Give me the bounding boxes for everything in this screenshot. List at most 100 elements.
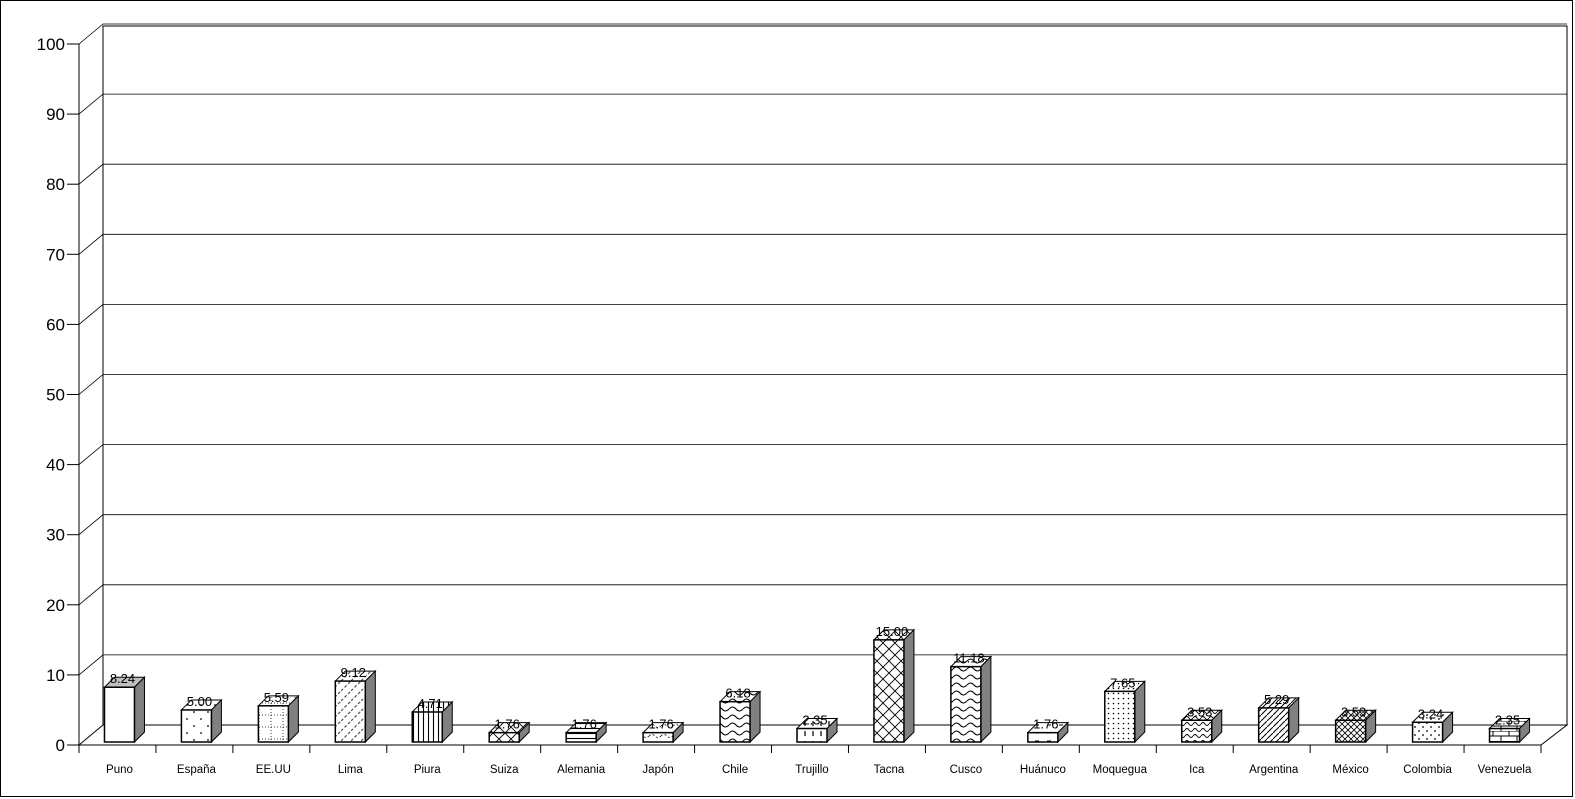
back-wall bbox=[102, 25, 1568, 726]
y-tick-label: 70 bbox=[46, 245, 65, 264]
bar bbox=[1026, 721, 1070, 744]
gridline bbox=[78, 303, 1567, 325]
bar bbox=[1411, 711, 1454, 744]
bar-side bbox=[364, 669, 376, 744]
bar bbox=[949, 655, 993, 744]
bar-front bbox=[1027, 731, 1059, 743]
data-label: 3.24 bbox=[1418, 706, 1443, 721]
bar-front bbox=[180, 709, 213, 743]
y-tick-label: 10 bbox=[46, 666, 65, 685]
bar-front bbox=[873, 639, 905, 743]
bar bbox=[334, 669, 377, 744]
data-label: 3.53 bbox=[1187, 704, 1212, 719]
data-label: 5.59 bbox=[264, 690, 289, 705]
bar-front bbox=[488, 731, 520, 743]
x-tick-label: Suiza bbox=[490, 764, 519, 776]
y-tick-label: 100 bbox=[37, 35, 65, 54]
y-axis: 0 10 20 30 40 50 60 70 80 90 100 bbox=[37, 35, 79, 755]
data-label: 8.24 bbox=[110, 671, 135, 686]
x-tick-label: Moquegua bbox=[1093, 764, 1148, 776]
bar-front bbox=[257, 705, 290, 743]
bar-front bbox=[334, 680, 367, 743]
gridline bbox=[78, 374, 1567, 395]
bar bbox=[1180, 709, 1223, 744]
x-tick-label: España bbox=[177, 764, 217, 776]
x-tick-label: Argentina bbox=[1249, 764, 1299, 776]
gridline bbox=[78, 93, 1567, 115]
data-label: 1.76 bbox=[572, 717, 597, 732]
bar bbox=[488, 721, 531, 744]
bar-side bbox=[903, 628, 915, 744]
bar-front bbox=[103, 686, 136, 743]
data-label: 6.18 bbox=[725, 686, 750, 701]
bar-front bbox=[1104, 690, 1136, 743]
bar bbox=[1488, 717, 1531, 744]
bar bbox=[1103, 680, 1146, 744]
bar-front bbox=[411, 711, 444, 743]
bar-front bbox=[950, 665, 982, 743]
data-label: 15.00 bbox=[876, 624, 909, 639]
gridline bbox=[78, 23, 1567, 45]
bar bbox=[795, 717, 839, 744]
x-tick-label: Japón bbox=[642, 764, 673, 776]
bar-front bbox=[719, 700, 751, 743]
bar bbox=[103, 676, 146, 744]
gridline bbox=[78, 514, 1567, 536]
bar-front bbox=[642, 731, 674, 743]
x-tick-label: Huánuco bbox=[1020, 764, 1066, 776]
y-tick-label: 80 bbox=[46, 175, 65, 194]
y-tick-label: 90 bbox=[46, 105, 65, 124]
bar-front bbox=[1488, 727, 1521, 743]
x-tick-label: Colombia bbox=[1403, 764, 1452, 776]
bar-front bbox=[796, 727, 828, 743]
bar bbox=[1334, 709, 1377, 744]
x-tick-label: Tacna bbox=[874, 764, 905, 776]
bar-front bbox=[565, 731, 597, 743]
bar-front bbox=[1334, 719, 1367, 743]
bar-front bbox=[1411, 721, 1444, 743]
x-axis: Puno España EE.UU Lima Piura Suiza Alemania Jap… bbox=[78, 745, 1542, 776]
y-tick-label: 50 bbox=[46, 386, 65, 405]
data-label: 3.53 bbox=[1341, 704, 1366, 719]
bars bbox=[103, 628, 1531, 744]
x-tick-label: México bbox=[1332, 764, 1368, 776]
bar bbox=[564, 721, 608, 744]
bar-side bbox=[1134, 680, 1146, 744]
data-label: 2.35 bbox=[802, 713, 827, 728]
y-tick-label: 30 bbox=[46, 526, 65, 545]
bar-front bbox=[1180, 719, 1213, 743]
bar bbox=[641, 721, 685, 744]
data-label: 1.76 bbox=[495, 717, 520, 732]
data-label: 1.76 bbox=[648, 717, 673, 732]
x-tick-label: Alemania bbox=[557, 764, 606, 776]
data-labels: 8.24 5.00 5.59 9.12 4.71 1.76 1.76 1.76 6.18 2.35… bbox=[110, 624, 1520, 732]
bar bbox=[411, 700, 454, 744]
data-label: 2.35 bbox=[1495, 713, 1520, 728]
bar bbox=[180, 698, 223, 744]
x-tick-label: Puno bbox=[106, 764, 133, 776]
gridline bbox=[78, 444, 1567, 465]
bar bbox=[257, 694, 300, 744]
y-tick-label: 60 bbox=[46, 315, 65, 334]
bar bbox=[718, 690, 762, 744]
gridline bbox=[78, 233, 1567, 255]
chart-walls bbox=[77, 25, 1569, 746]
bar-side bbox=[980, 655, 992, 744]
bar bbox=[872, 628, 916, 744]
y-tick-label: 0 bbox=[56, 736, 65, 755]
bar-side bbox=[133, 676, 145, 744]
x-tick-label: EE.UU bbox=[256, 764, 291, 776]
bar bbox=[1257, 696, 1300, 744]
gridlines bbox=[78, 23, 1567, 676]
x-tick-label: Ica bbox=[1189, 764, 1205, 776]
gridline bbox=[78, 584, 1567, 606]
x-tick-label: Cusco bbox=[950, 764, 983, 776]
y-tick-label: 40 bbox=[46, 456, 65, 475]
x-tick-label: Piura bbox=[414, 764, 441, 776]
data-label: 9.12 bbox=[341, 665, 366, 680]
x-tick-label: Venezuela bbox=[1478, 764, 1532, 776]
x-tick-label: Chile bbox=[722, 764, 748, 776]
x-tick-label: Lima bbox=[338, 764, 364, 776]
bar-front bbox=[1257, 707, 1290, 743]
